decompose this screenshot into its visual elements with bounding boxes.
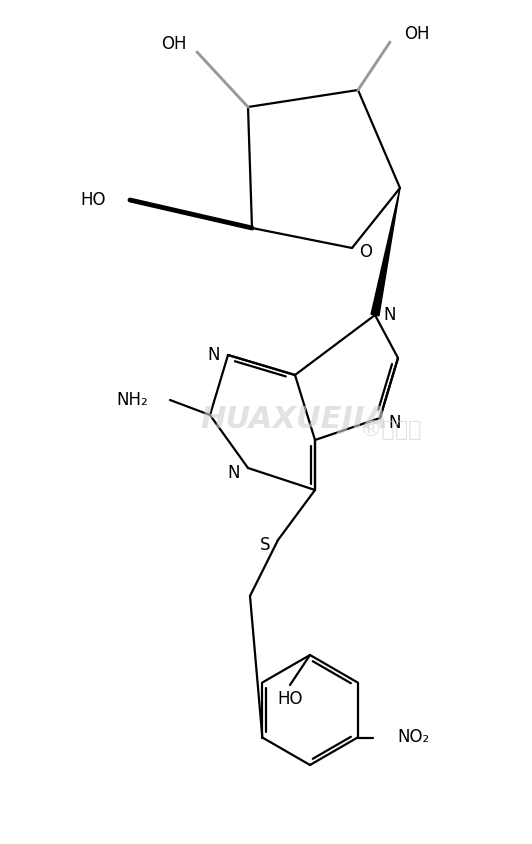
- Text: N: N: [228, 464, 240, 482]
- Text: ®化学加: ®化学加: [360, 420, 422, 440]
- Text: HO: HO: [277, 690, 303, 708]
- Text: HUAXUEJIA: HUAXUEJIA: [200, 405, 388, 435]
- Text: N: N: [207, 346, 220, 364]
- Text: HO: HO: [80, 191, 106, 209]
- Text: OH: OH: [162, 35, 187, 53]
- Text: NH₂: NH₂: [117, 391, 148, 409]
- Text: NO₂: NO₂: [397, 728, 430, 746]
- Text: S: S: [260, 536, 270, 554]
- Text: OH: OH: [404, 25, 429, 43]
- Text: N: N: [383, 306, 395, 324]
- Text: O: O: [360, 243, 372, 261]
- Polygon shape: [371, 188, 400, 316]
- Text: N: N: [388, 414, 401, 432]
